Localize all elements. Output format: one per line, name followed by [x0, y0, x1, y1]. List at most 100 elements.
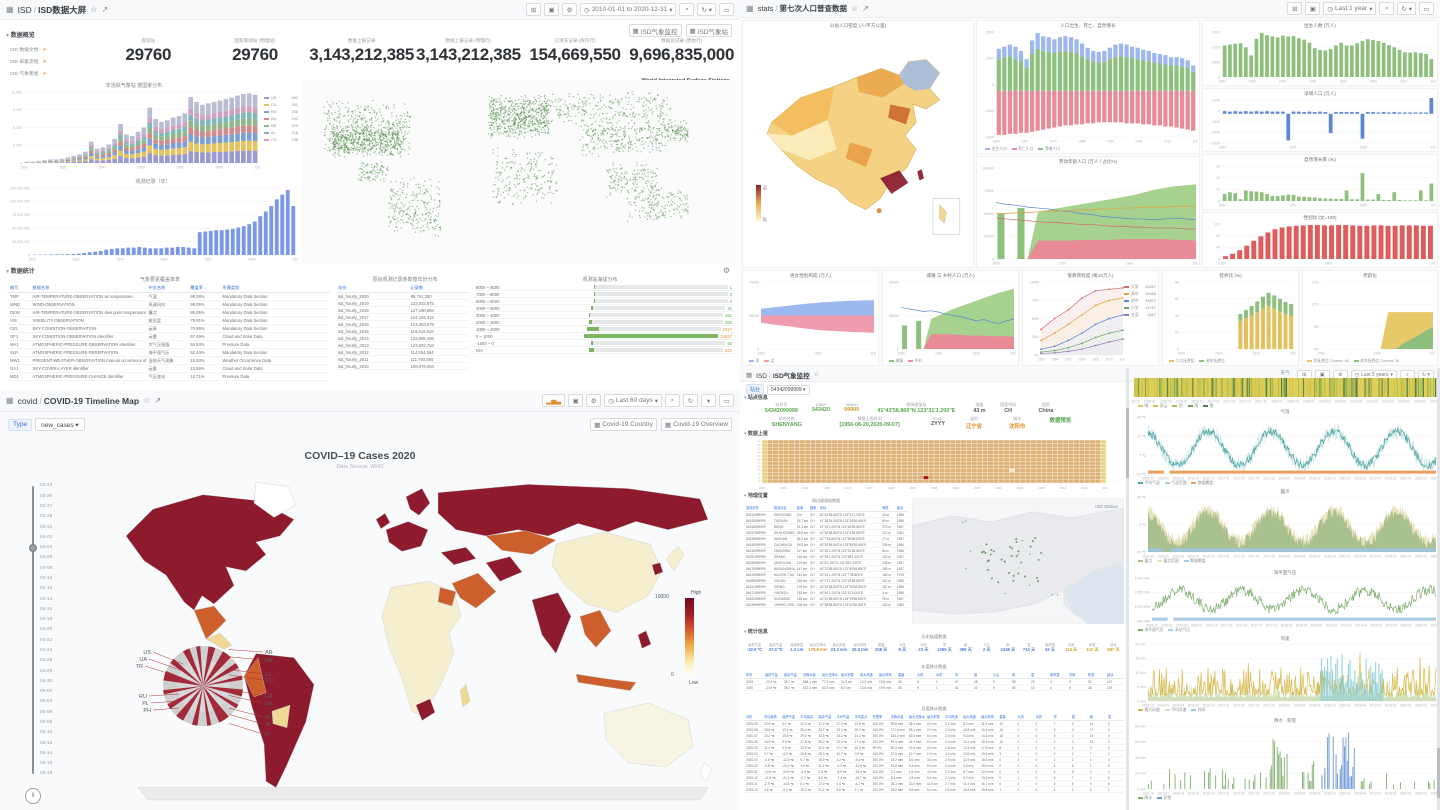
- zoom-out-button[interactable]: ⌕: [1379, 2, 1395, 15]
- column-header[interactable]: 最大日降水: [906, 713, 925, 721]
- variable-row[interactable]: ISD 气象要素 ✳: [10, 72, 47, 77]
- column-header[interactable]: 建站: [894, 504, 908, 512]
- table-link[interactable]: 54149099999: [744, 601, 772, 608]
- panel-working-age[interactable]: 劳动年龄人口 (万人 / 占比%) 100000 75000 50000 25000 0…: [976, 156, 1200, 268]
- legend-item[interactable]: 最大风速: [1138, 708, 1160, 713]
- column-header[interactable]: 所属类别: [220, 284, 330, 293]
- star-icon[interactable]: ☆: [813, 372, 820, 378]
- link-covid-overview[interactable]: ▦ Covid-19 Overview: [660, 418, 732, 431]
- link-isd-station[interactable]: ▦ ISD气象站: [685, 24, 732, 37]
- breadcrumb[interactable]: ISD / ISD气象监控: [756, 372, 810, 380]
- panel-growth-rate[interactable]: 自然增长率 (‰) 30201001950197019902010: [1202, 154, 1438, 210]
- panel-add-button[interactable]: ⊞: [1287, 2, 1303, 15]
- column-header[interactable]: 观测站号: [744, 504, 772, 512]
- breadcrumb[interactable]: covid / COVID-19 Timeline Map: [17, 395, 140, 406]
- breadcrumb[interactable]: ISD / ISD数据大屏: [17, 4, 87, 15]
- column-header[interactable]: 结冰: [1105, 671, 1124, 679]
- legend-item[interactable]: 乡村: [908, 359, 922, 364]
- column-header[interactable]: 最低气温: [780, 713, 799, 721]
- legend-item[interactable]: 多云: [1153, 404, 1167, 409]
- variable-row[interactable]: ISD 数据文档 ✳: [10, 48, 47, 53]
- legend-item[interactable]: 老年抚养比: [1199, 359, 1225, 364]
- chart-growth-rate[interactable]: 30201001950197019902010: [1206, 164, 1436, 208]
- column-header[interactable]: 海拔: [880, 504, 895, 512]
- column-header[interactable]: 最大积雪: [839, 671, 858, 679]
- panel-china-density[interactable]: 分省人口密度 (人/平方公里) 高低: [742, 20, 974, 268]
- field[interactable]: 数据预览: [1049, 418, 1072, 424]
- legend-item[interactable]: RU 258: [264, 108, 298, 115]
- legend-item[interactable]: 小学 24767: [1124, 304, 1156, 311]
- column-header[interactable]: 雷暴: [997, 713, 1016, 721]
- world-stations-map[interactable]: [302, 80, 736, 264]
- legend-item[interactable]: 本站气压: [1168, 628, 1190, 633]
- legend-item[interactable]: 阵风: [1191, 708, 1205, 713]
- legend-item[interactable]: 露点: [1138, 559, 1152, 564]
- column-header[interactable]: 雨: [1010, 671, 1029, 679]
- share-icon[interactable]: ↗: [101, 5, 109, 14]
- column-header[interactable]: 记录数: [408, 284, 468, 293]
- legend-item[interactable]: 平均气温: [1138, 481, 1160, 486]
- legend-item[interactable]: IN 218: [264, 129, 298, 136]
- table-link[interactable]: isd_hourly_2012: [336, 348, 409, 356]
- tv-mode-button[interactable]: ▭: [719, 394, 734, 407]
- table-link[interactable]: 54351099999: [744, 553, 772, 560]
- scrollbar[interactable]: [1126, 368, 1129, 810]
- table-link[interactable]: isd_hourly_2018: [336, 306, 409, 314]
- legend-item[interactable]: 总抚养比 Current: 46: [1307, 359, 1349, 364]
- column-header[interactable]: 完整率: [870, 713, 889, 721]
- column-header[interactable]: 大风: [915, 671, 934, 679]
- panel-aging[interactable]: 老龄化 15% 10% 5% 0%1953 1990 2020 总抚养比 Current:…: [1302, 270, 1438, 366]
- legend-item[interactable]: 高中 15088: [1124, 290, 1156, 297]
- panel-births[interactable]: 出生人数 (万人) 3000 2000 1000 0 1950 1960 1970 1980 1…: [1202, 20, 1438, 86]
- table-link[interactable]: 54339099999: [744, 535, 772, 542]
- column-header[interactable]: 雪: [1029, 671, 1048, 679]
- report-heatmap[interactable]: 1956 1960 1964 1968 1972 1976 1980 1984 1988 1992…: [752, 438, 1108, 490]
- legend-item[interactable]: 少儿抚养比: [1169, 359, 1194, 364]
- column-header[interactable]: 平均风速: [943, 713, 962, 721]
- legend-item[interactable]: CH 198: [264, 136, 298, 143]
- zoom-out-button[interactable]: ⌕: [679, 3, 695, 16]
- legend-item[interactable]: 露点范围: [1157, 559, 1179, 564]
- column-header[interactable]: 年份: [744, 671, 763, 679]
- save-button[interactable]: ▣: [544, 3, 560, 16]
- stat-panel[interactable]: 数据上报记录 (物理行) 3,143,212,385: [415, 38, 522, 65]
- variable-row[interactable]: ISD 采集流程 ✳: [10, 60, 47, 65]
- timeline-slider[interactable]: 03-23 03-25 03-27 03-29 03-31 04-02 04-04 04-06…: [20, 482, 80, 784]
- column-header[interactable]: 月份: [744, 713, 763, 721]
- stat-panel[interactable]: 观测站 29760: [95, 38, 202, 65]
- section-data-stats[interactable]: 数据统计: [6, 266, 35, 275]
- column-header[interactable]: 最大阵风: [979, 713, 998, 721]
- section-geo[interactable]: 地理位置: [744, 492, 768, 499]
- refresh-interval-button[interactable]: ▾: [701, 394, 716, 407]
- settings-button[interactable]: ⚙: [562, 3, 578, 16]
- column-header[interactable]: 雾: [1051, 713, 1070, 721]
- legend-item[interactable]: 雪: [1202, 404, 1213, 409]
- explore-button[interactable]: ▂▅▃: [542, 394, 566, 407]
- share-icon[interactable]: ↗: [154, 396, 161, 405]
- legend-item[interactable]: 平均风速: [1164, 708, 1186, 713]
- column-header[interactable]: 年份: [336, 284, 409, 293]
- time-range-picker[interactable]: ◷ 2010-01-01 to 2020-12-31 ▾: [580, 3, 677, 16]
- china-choropleth-map[interactable]: 高低: [747, 31, 971, 265]
- column-header[interactable]: 冰雹: [1033, 713, 1052, 721]
- column-header[interactable]: 平均最高: [798, 713, 817, 721]
- table-link[interactable]: 54142099999: [744, 583, 772, 590]
- legend-item[interactable]: 文盲 2667: [1124, 311, 1156, 318]
- scrollbar[interactable]: [1437, 368, 1440, 810]
- apps-icon[interactable]: ▦: [6, 5, 14, 14]
- timeline-handle[interactable]: [28, 543, 37, 552]
- stat-panel[interactable]: 数据上报记录 3,143,212,385: [308, 38, 415, 65]
- table-link[interactable]: 54345099999: [744, 541, 772, 548]
- table-link[interactable]: isd_hourly_2017: [336, 313, 409, 321]
- tv-mode-button[interactable]: ▭: [719, 3, 734, 16]
- chart-births[interactable]: 3000 2000 1000 0 1950 1960 1970 1980 1990 2000 201…: [1206, 30, 1436, 84]
- tv-mode-button[interactable]: ▭: [1419, 2, 1434, 15]
- table-link[interactable]: 54471099999: [744, 589, 772, 596]
- column-header[interactable]: 最高气温: [816, 713, 835, 721]
- snapshot-button[interactable]: ▣: [568, 394, 584, 407]
